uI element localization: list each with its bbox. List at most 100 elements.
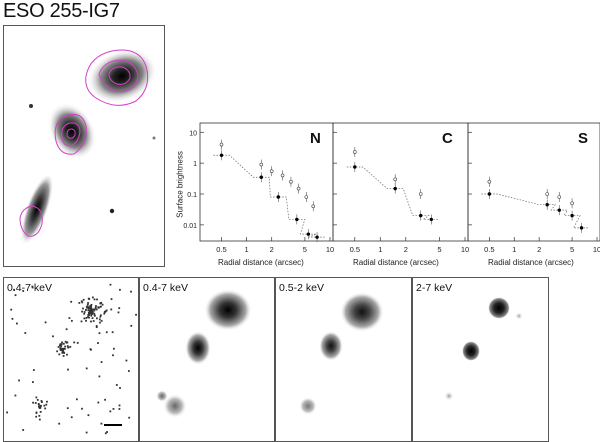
photon-count: [83, 311, 86, 313]
xray-smoothed-soft-image: [299, 292, 384, 415]
photon-count: [32, 381, 34, 383]
photon-count: [62, 350, 64, 353]
profile-plots: 0.5 1 2 5 10 10 1 0.1 0.01 0.5 1 2 5 10 0.5 1 2 5 10 Surfa…: [170, 118, 600, 270]
photon-count: [87, 306, 89, 308]
photon-count: [67, 346, 70, 349]
photon-count: [59, 343, 62, 346]
photon-count: [95, 326, 98, 329]
photon-count: [85, 367, 88, 370]
photon-count: [13, 288, 15, 291]
photon-count: [81, 310, 83, 313]
data-point-open: [393, 177, 398, 182]
photon-count: [99, 321, 101, 324]
photon-count: [130, 324, 133, 327]
photon-count: [62, 355, 65, 357]
photon-count: [38, 407, 41, 409]
x-tick-label: 5: [437, 245, 441, 254]
photon-count: [99, 302, 102, 305]
photon-count: [87, 316, 89, 318]
photon-count: [111, 331, 114, 334]
xray-panel-2: 0.4-7 keV: [139, 277, 275, 442]
photon-count: [56, 350, 59, 353]
photon-count: [80, 300, 83, 303]
photon-count: [44, 321, 47, 324]
optical-image-panel: [3, 25, 165, 267]
photon-count: [91, 296, 94, 299]
photon-count: [97, 401, 100, 404]
photon-count: [76, 341, 79, 344]
y-tick-label: 1: [193, 161, 197, 168]
photon-count: [83, 317, 86, 320]
photon-count: [103, 311, 106, 314]
photon-count: [85, 317, 88, 319]
data-point-open: [557, 195, 562, 199]
optical-image: [19, 48, 157, 245]
photon-count: [95, 308, 98, 311]
photon-count: [99, 305, 102, 308]
photon-count: [70, 300, 73, 303]
photon-count: [88, 316, 90, 319]
data-point-open: [219, 142, 224, 147]
photon-count: [99, 315, 102, 318]
photon-count: [85, 308, 87, 311]
y-tick-label: 0.1: [187, 192, 197, 199]
data-point-open: [280, 173, 285, 178]
photon-count: [96, 298, 98, 301]
photon-count: [103, 312, 106, 315]
photon-count: [39, 410, 42, 413]
y-axis-label: Surface brightness: [175, 151, 185, 218]
x-tick-label: 0.5: [216, 245, 226, 254]
photon-count: [68, 317, 71, 319]
photon-count: [95, 317, 98, 320]
photon-count: [100, 422, 103, 425]
photon-count: [80, 320, 83, 323]
photon-count: [60, 343, 63, 346]
photon-count: [89, 312, 92, 315]
data-point-filled: [259, 175, 263, 179]
photon-count: [62, 351, 65, 354]
photon-count: [99, 314, 102, 317]
photon-count: [97, 306, 100, 309]
data-point-filled: [429, 217, 433, 222]
photon-count: [92, 320, 95, 322]
photon-count: [91, 308, 94, 311]
photon-count: [44, 407, 47, 410]
photon-count: [90, 303, 93, 306]
photon-count: [70, 319, 73, 322]
photon-count: [119, 387, 121, 389]
data-point-open: [352, 150, 357, 154]
data-point-open: [289, 179, 293, 184]
photon-count: [81, 407, 83, 410]
data-point-open: [487, 179, 492, 184]
photon-count: [110, 308, 113, 311]
data-point-filled: [295, 217, 299, 222]
photon-count: [35, 412, 38, 414]
data-point-filled: [219, 153, 224, 157]
photon-count: [45, 403, 48, 406]
scale-bar: [104, 424, 122, 426]
xray-panel-2-label: 0.4-7 keV: [143, 282, 188, 294]
xray-counts-image: [6, 283, 137, 435]
data-point-filled: [570, 213, 574, 218]
data-point-filled: [545, 203, 549, 207]
photon-count: [32, 401, 34, 404]
x-tick-label: 10: [461, 245, 469, 254]
x-axis-label-n: Radial distance (arcsec): [218, 258, 304, 267]
photon-count: [38, 414, 41, 417]
photon-count: [58, 353, 61, 356]
xray-panel-3-label: 0.5-2 keV: [279, 282, 324, 294]
xray-panel-4-label: 2-7 keV: [416, 282, 453, 294]
photon-count: [87, 297, 90, 300]
xray-panel-4: 2-7 keV: [412, 277, 549, 442]
photon-count: [91, 317, 94, 319]
photon-count: [75, 398, 78, 401]
xray-panel-1: 0.4-7 keV: [3, 277, 139, 442]
photon-count: [67, 368, 69, 371]
photon-count: [22, 290, 25, 292]
xray-smoothed-full-image: [156, 289, 252, 418]
x-tick-label: 5: [570, 245, 574, 254]
photon-count: [66, 407, 69, 410]
x-tick-label: 1: [512, 245, 516, 254]
photon-count: [104, 310, 107, 313]
photon-count: [130, 290, 132, 293]
